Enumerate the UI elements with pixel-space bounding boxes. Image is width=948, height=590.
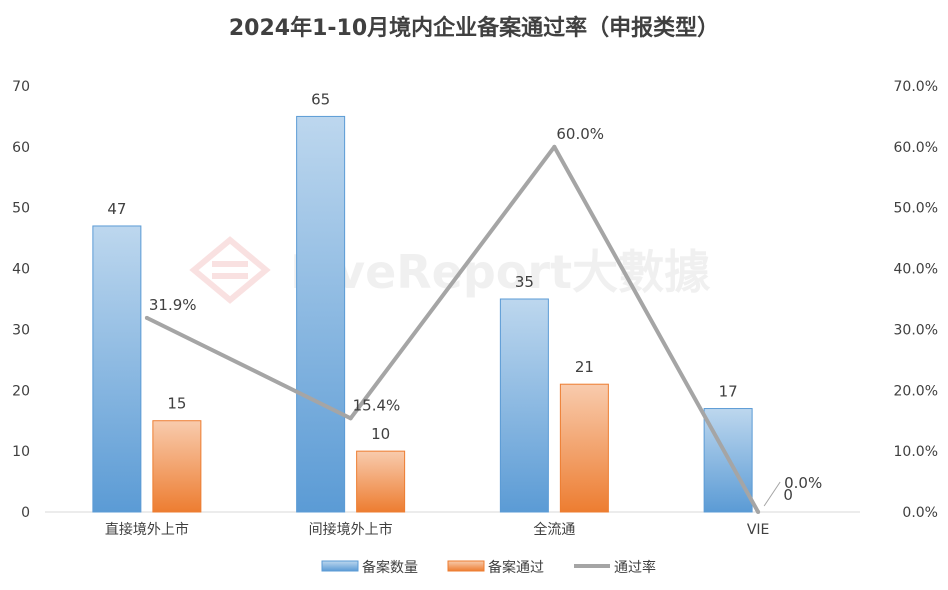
bar-value-label: 15 [167,395,186,413]
bar-filing-count [296,115,346,513]
axes: 0 0.0%10 10.0%20 20.0%30 30.0%40 40.0%50 50.0%… [12,79,938,538]
y-left-tick-label: 40 [12,262,30,278]
legend-label: 通过率 [614,559,656,576]
legend-label: 备案通过 [488,559,544,576]
y-left-tick-label: 10 [12,444,30,460]
x-tick-label: 全流通 [533,521,575,538]
y-right-tick-label: 60.0% [894,140,938,156]
bar-filing-passed [356,450,406,513]
legend-swatch-count [321,560,359,572]
rate-value-label: 31.9% [149,296,197,314]
rate-point [144,315,149,320]
y-left-tick-label: 0 [21,505,30,521]
rate-line [145,144,760,513]
bar-value-label: 17 [719,383,738,401]
rate-point [756,510,761,514]
rate-point [552,144,557,149]
x-tick-label: 直接境外上市 [105,521,189,538]
y-left-tick-label: 50 [12,201,30,217]
bar-value-label: 47 [107,200,126,218]
bar-filing-count [92,225,142,513]
chart-title: 2024年1-10月境内企业备案通过率（申报类型） [229,15,719,41]
legend-swatch-passed [447,560,485,572]
x-tick-label: 间接境外上市 [309,521,393,538]
y-left-tick-label: 70 [12,79,30,95]
bar-value-label: 10 [371,425,390,443]
y-right-tick-label: 20.0% [894,383,938,399]
y-right-tick-label: 50.0% [894,201,938,217]
rate-point [348,416,353,421]
watermark: LiveReport大數據 [189,236,711,304]
rate-value-label: 0.0% [784,474,822,492]
watermark-logo-icon [189,236,271,304]
bar-value-label: 65 [311,90,330,108]
rate-label-leader [763,481,781,507]
data-labels: 47 65 35 17 15 10 21 0 31.9% 15.4% 60.0% 0.0% [107,90,822,507]
y-left-tick-label: 20 [12,383,30,399]
rate-value-label: 15.4% [353,396,401,414]
y-right-tick-label: 0.0% [902,505,938,521]
rate-value-label: 60.0% [556,125,604,143]
bar-filing-passed [559,383,609,513]
legend-label: 备案数量 [362,559,418,576]
y-right-tick-label: 30.0% [894,322,938,338]
y-left-tick-label: 30 [12,322,30,338]
x-tick-label: VIE [747,522,770,538]
bars [92,115,753,513]
bar-value-label: 35 [515,273,534,291]
y-right-tick-label: 40.0% [894,262,938,278]
y-right-tick-label: 70.0% [894,79,938,95]
rate-line-series [144,144,761,514]
legend: 备案数量 备案通过 通过率 [321,559,656,576]
bar-value-label: 0 [783,486,793,504]
y-right-tick-label: 10.0% [894,444,938,460]
watermark-text: LiveReport大數據 [290,245,711,299]
bar-value-label: 21 [575,358,594,376]
bar-filing-count [499,298,549,513]
y-left-tick-label: 60 [12,140,30,156]
bar-filing-passed [152,420,202,513]
